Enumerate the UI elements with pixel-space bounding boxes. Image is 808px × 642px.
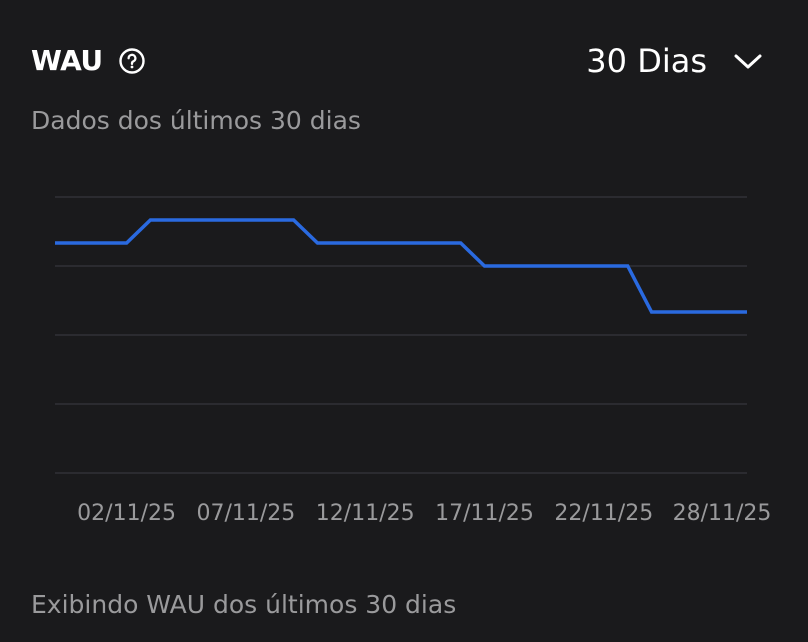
card-header: WAU 30 Dias	[31, 42, 771, 82]
question-circle-icon[interactable]	[119, 48, 145, 74]
wau-series-line	[55, 218, 747, 314]
card-footer: Exibindo WAU dos últimos 30 dias	[31, 590, 457, 619]
range-value: 30 Dias	[586, 42, 707, 80]
grid-lines	[55, 196, 747, 474]
card-subtitle: Dados dos últimos 30 dias	[31, 106, 361, 135]
range-dropdown[interactable]: 30 Dias	[586, 42, 763, 80]
x-tick-label: 07/11/25	[196, 501, 295, 526]
wau-line-chart: 02/11/25 07/11/25 12/11/25 17/11/25 22/11/25…	[55, 196, 771, 526]
card-title: WAU	[31, 44, 103, 77]
x-tick-label: 17/11/25	[435, 501, 534, 526]
x-tick-label: 22/11/25	[554, 501, 653, 526]
x-tick-label: 02/11/25	[77, 501, 176, 526]
chevron-down-icon	[734, 54, 762, 69]
x-axis-ticks: 02/11/25 07/11/25 12/11/25 17/11/25 22/11/25…	[77, 501, 771, 526]
x-tick-label: 28/11/25	[673, 501, 772, 526]
x-tick-label: 12/11/25	[316, 501, 415, 526]
